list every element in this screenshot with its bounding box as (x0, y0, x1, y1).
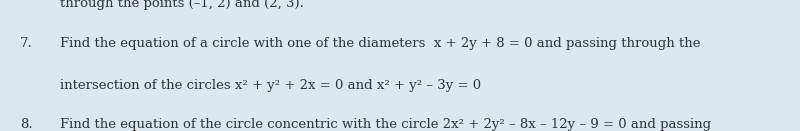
Text: 7.: 7. (20, 37, 33, 50)
Text: 8.: 8. (20, 118, 33, 131)
Text: through the points (–1, 2) and (2, 3).: through the points (–1, 2) and (2, 3). (60, 0, 304, 10)
Text: Find the equation of a circle with one of the diameters  x + 2y + 8 = 0 and pass: Find the equation of a circle with one o… (60, 37, 701, 50)
Text: Find the equation of the circle concentric with the circle 2x² + 2y² – 8x – 12y : Find the equation of the circle concentr… (60, 118, 711, 131)
Text: intersection of the circles x² + y² + 2x = 0 and x² + y² – 3y = 0: intersection of the circles x² + y² + 2x… (60, 79, 481, 92)
